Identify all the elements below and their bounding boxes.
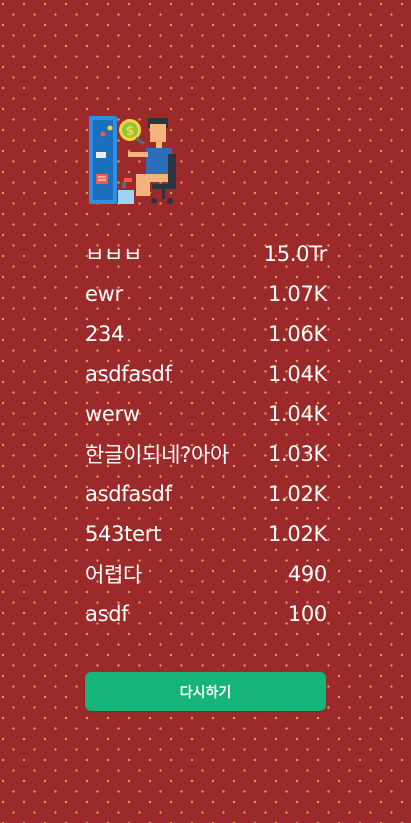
leaderboard-row: 234 1.06K bbox=[85, 314, 327, 354]
leaderboard-row: 어렵다 490 bbox=[85, 554, 327, 594]
player-name: asdf bbox=[85, 602, 129, 626]
player-name: 234 bbox=[85, 322, 125, 346]
svg-text:$: $ bbox=[125, 124, 134, 139]
leaderboard-row: ewr 1.07K bbox=[85, 274, 327, 314]
player-score: 1.06K bbox=[267, 322, 327, 346]
player-score: 1.02K bbox=[267, 522, 327, 546]
leaderboard-row: asdfasdf 1.02K bbox=[85, 474, 327, 514]
leaderboard-row: asdf 100 bbox=[85, 594, 327, 634]
leaderboard-row: 543tert 1.02K bbox=[85, 514, 327, 554]
player-score: 1.02K bbox=[267, 482, 327, 506]
leaderboard-row: werw 1.04K bbox=[85, 394, 327, 434]
player-score: 1.07K bbox=[267, 282, 327, 306]
player-name: 한글이되네?아아 bbox=[85, 443, 229, 467]
player-name: werw bbox=[85, 402, 140, 426]
leaderboard-row: ㅂㅂㅂ 15.0Tr bbox=[85, 234, 327, 274]
player-name: 543tert bbox=[85, 522, 162, 546]
player-score: 100 bbox=[287, 602, 327, 626]
player-name: 어렵다 bbox=[85, 563, 143, 587]
player-score: 490 bbox=[287, 562, 327, 586]
player-name: asdfasdf bbox=[85, 362, 172, 386]
player-score: 1.04K bbox=[267, 402, 327, 426]
player-score: 1.04K bbox=[267, 362, 327, 386]
trader-at-computer-icon: $ bbox=[88, 114, 178, 206]
player-name: ewr bbox=[85, 282, 123, 306]
player-name: ㅂㅂㅂ bbox=[85, 243, 143, 267]
leaderboard-row: 한글이되네?아아 1.03K bbox=[85, 434, 327, 474]
player-score: 15.0Tr bbox=[263, 242, 328, 266]
retry-button[interactable]: 다시하기 bbox=[85, 672, 326, 711]
leaderboard-row: asdfasdf 1.04K bbox=[85, 354, 327, 394]
player-score: 1.03K bbox=[267, 442, 327, 466]
player-name: asdfasdf bbox=[85, 482, 172, 506]
leaderboard-list: ㅂㅂㅂ 15.0Tr ewr 1.07K 234 1.06K asdfasdf 1.04K we… bbox=[85, 234, 327, 634]
